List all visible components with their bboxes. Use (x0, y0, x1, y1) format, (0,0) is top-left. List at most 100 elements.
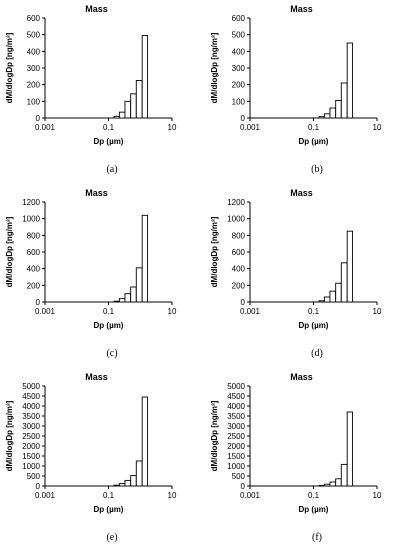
y-axis-label: dM/dlogDp [ng/m³] (5, 216, 14, 287)
panel-b: Mass 0 100 200 300 400 500 600 0.001 0.1 10 Dp (µm)… (205, 0, 405, 180)
panel-caption: (e) (106, 532, 118, 543)
panel-caption: (d) (311, 348, 323, 359)
y-tick-label: 1000 (227, 215, 245, 224)
y-tick-label: 2000 (22, 442, 40, 451)
x-tick-label: 0.001 (35, 123, 56, 132)
y-tick-label: 5000 (227, 382, 245, 391)
y-tick-label: 200 (27, 81, 41, 90)
panel-caption: (a) (106, 164, 118, 175)
y-tick-label: 2500 (227, 432, 245, 441)
bar (130, 475, 137, 487)
x-tick-label: 0.1 (308, 307, 320, 316)
y-tick-label: 3000 (227, 422, 245, 431)
bar (329, 290, 337, 303)
chart-title: Mass (85, 372, 108, 382)
bar (335, 282, 342, 303)
x-axis-label: Dp (µm) (94, 137, 124, 146)
y-tick-label: 4000 (22, 402, 40, 411)
bar (340, 262, 348, 303)
y-tick-label: 500 (27, 472, 41, 481)
y-axis-label: dM/dlogDp [ng/m³] (210, 216, 219, 287)
bar (335, 100, 342, 119)
bar (113, 115, 120, 119)
y-axis-label: dM/dlogDp [ng/m³] (210, 400, 219, 471)
y-tick-label: 400 (232, 265, 246, 274)
panel-a: Mass 0 100 200 300 400 500 600 0.001 0.1 10 Dp (µm)… (0, 0, 200, 180)
y-tick-label: 400 (27, 265, 41, 274)
y-tick-label: 4500 (227, 392, 245, 401)
panel-c: Mass 0 200 400 600 800 1000 1200 0.001 0.1 10 Dp (µ… (0, 184, 200, 364)
y-tick-label: 3500 (227, 412, 245, 421)
y-tick-label: 0 (241, 482, 246, 491)
y-tick-label: 500 (232, 31, 246, 40)
x-tick-label: 0.001 (240, 491, 261, 500)
x-tick-label: 10 (168, 307, 177, 316)
y-tick-label: 2000 (227, 442, 245, 451)
bar (323, 483, 331, 487)
y-tick-label: 1200 (22, 198, 40, 207)
y-tick-label: 1000 (227, 462, 245, 471)
y-tick-label: 600 (27, 14, 41, 23)
bar (318, 484, 325, 487)
y-tick-label: 500 (27, 31, 41, 40)
chart-a: Mass 0 100 200 300 400 500 600 0.001 0.1 10 Dp (µm)… (5, 4, 177, 146)
y-tick-label: 0 (36, 482, 41, 491)
y-axis-label: dM/dlogDp [ng/m³] (210, 32, 219, 103)
bar (113, 484, 120, 487)
bar (124, 293, 132, 303)
bar (135, 80, 143, 119)
bar (329, 107, 337, 119)
bar (118, 298, 126, 303)
chart-f: Mass 050010001500200025003000350040004500… (210, 372, 382, 514)
y-tick-label: 200 (232, 281, 246, 290)
y-tick-label: 600 (232, 14, 246, 23)
x-axis-label: Dp (µm) (299, 321, 329, 330)
bar (118, 111, 126, 119)
x-tick-label: 10 (168, 123, 177, 132)
x-tick-label: 0.001 (35, 491, 56, 500)
panel-f: Mass 0 500 1000 1500 2000 2500 3000 3500 4000 4500… (205, 368, 405, 548)
x-axis-label: Dp (µm) (94, 505, 124, 514)
bar (318, 300, 325, 303)
y-axis-label: dM/dlogDp [ng/m³] (5, 400, 14, 471)
x-axis-label: Dp (µm) (299, 137, 329, 146)
bar (118, 483, 126, 487)
bar (323, 296, 331, 303)
x-tick-label: 10 (168, 491, 177, 500)
x-axis-label: Dp (µm) (299, 505, 329, 514)
y-tick-label: 0 (241, 114, 246, 123)
chart-e: Mass 050010001500200025003000350040004500… (5, 372, 177, 514)
y-tick-label: 1200 (227, 198, 245, 207)
y-tick-label: 0 (36, 114, 41, 123)
y-tick-label: 800 (232, 231, 246, 240)
y-tick-label: 100 (27, 97, 41, 106)
x-tick-label: 0.1 (308, 491, 320, 500)
y-tick-label: 400 (27, 47, 41, 56)
panel-e: Mass 0 500 1000 1500 2000 2500 3000 3500 4000 4500… (0, 368, 200, 548)
chart-title: Mass (290, 372, 313, 382)
y-tick-label: 3500 (22, 412, 40, 421)
x-tick-label: 10 (373, 123, 382, 132)
y-tick-label: 4500 (22, 392, 40, 401)
x-tick-label: 10 (373, 307, 382, 316)
y-tick-label: 300 (27, 64, 41, 73)
y-tick-label: 200 (27, 281, 41, 290)
bar (113, 300, 120, 303)
y-tick-label: 0 (36, 298, 41, 307)
bar (346, 230, 354, 303)
y-tick-label: 600 (232, 248, 246, 257)
bar (130, 93, 137, 119)
chart-title: Mass (290, 188, 313, 198)
bar (346, 411, 354, 487)
panel-d: Mass 0 200 400 600 800 1000 1200 0.001 0.1 10 Dp (µ… (205, 184, 405, 364)
panel-caption: (c) (106, 348, 118, 359)
y-axis-label: dM/dlogDp [ng/m³] (5, 32, 14, 103)
y-tick-label: 800 (27, 231, 41, 240)
x-tick-label: 0.1 (103, 491, 115, 500)
y-tick-label: 5000 (22, 382, 40, 391)
bar (124, 100, 132, 119)
bar (124, 479, 132, 487)
chart-c: Mass 0 200 400 600 800 1000 1200 0.001 0.1 10 Dp (µ… (5, 188, 177, 330)
bar (141, 396, 149, 487)
